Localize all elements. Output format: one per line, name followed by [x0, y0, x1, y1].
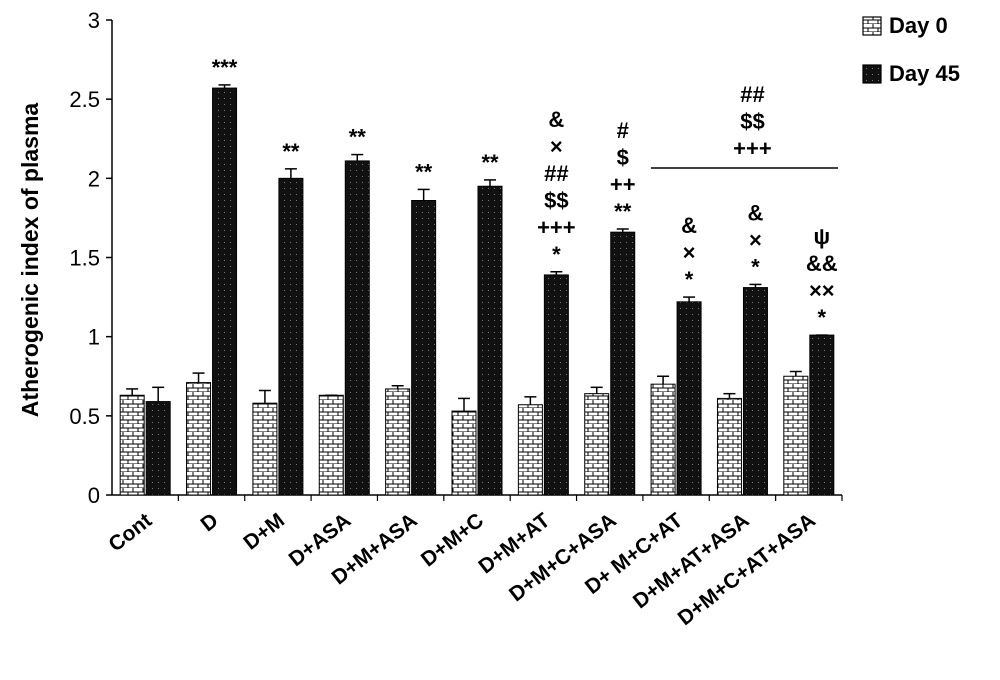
significance-mark: #	[617, 118, 629, 143]
significance-mark: **	[614, 199, 632, 224]
y-tick-label: 1	[88, 325, 100, 350]
bar-day-45	[212, 87, 238, 496]
significance-mark: $$	[544, 188, 568, 213]
bar-day-45	[543, 274, 569, 496]
bar-day-0	[783, 375, 809, 496]
bar-day-0	[517, 404, 543, 496]
bars	[119, 84, 835, 496]
bar-day-45	[676, 301, 702, 496]
y-tick-label: 2	[88, 166, 100, 191]
bar-day-0	[119, 394, 145, 496]
bar-day-45	[742, 287, 768, 496]
significance-mark: *	[818, 305, 827, 330]
y-tick-label: 1.5	[69, 246, 100, 271]
significance-mark: **	[481, 150, 499, 175]
bar-day-0	[650, 383, 676, 496]
significance-mark: **	[282, 139, 300, 164]
bar-day-0	[318, 394, 344, 496]
significance-mark: &	[681, 213, 697, 238]
bar-day-45	[411, 200, 437, 496]
bar-day-0	[716, 397, 742, 496]
bar-day-45	[477, 185, 503, 496]
significance-mark: ×	[550, 134, 563, 159]
y-axis-label: Atherogenic index of plasma	[17, 103, 43, 418]
bar-day-0	[385, 388, 411, 496]
bar-day-0	[252, 402, 278, 496]
legend-swatch	[862, 16, 882, 36]
significance-mark: $	[617, 145, 629, 170]
legend: Day 0 Day 45	[862, 13, 960, 86]
y-tick-label: 2.5	[69, 87, 100, 112]
bar-day-45	[344, 160, 370, 496]
bar-day-0	[584, 393, 610, 496]
significance-mark: ψ	[814, 224, 831, 249]
significance-mark: ××	[809, 278, 835, 303]
significance-mark: **	[349, 125, 367, 150]
y-tick-label: 0	[88, 483, 100, 508]
bar-day-0	[186, 382, 212, 496]
group-significance-mark: $$	[740, 109, 764, 134]
significance-mark: ***	[212, 55, 238, 80]
bar-day-0	[451, 410, 477, 496]
significance-mark: *	[751, 254, 760, 279]
significance-mark: ×	[683, 240, 696, 265]
significance-mark: *	[552, 242, 561, 267]
significance-annotations: ********* **&×##$$+++*#$++**&×*&×*ψ&&××*#…	[212, 55, 838, 330]
bar-day-45	[278, 177, 304, 496]
x-tick-label: Cont	[104, 509, 156, 557]
significance-mark: ×	[749, 227, 762, 252]
significance-mark: &	[548, 107, 564, 132]
bar-day-45	[145, 401, 171, 496]
y-tick-label: 3	[88, 8, 100, 33]
significance-mark: &&	[806, 251, 838, 276]
significance-mark: *	[685, 267, 694, 292]
legend-label: Day 45	[889, 61, 960, 86]
significance-mark: &	[748, 200, 764, 225]
legend-swatch	[862, 64, 882, 84]
x-tick-label: D	[197, 509, 223, 536]
legend-label: Day 0	[889, 13, 948, 38]
bar-day-45	[610, 231, 636, 496]
significance-mark: +++	[537, 215, 576, 240]
significance-mark: **	[415, 159, 433, 184]
x-tick-label: D+M	[239, 509, 289, 555]
bar-day-45	[809, 334, 835, 496]
significance-mark: ##	[544, 161, 568, 186]
y-tick-label: 0.5	[69, 404, 100, 429]
significance-mark: ++	[610, 172, 636, 197]
group-significance-mark: ##	[740, 82, 764, 107]
group-significance-mark: +++	[733, 136, 772, 161]
